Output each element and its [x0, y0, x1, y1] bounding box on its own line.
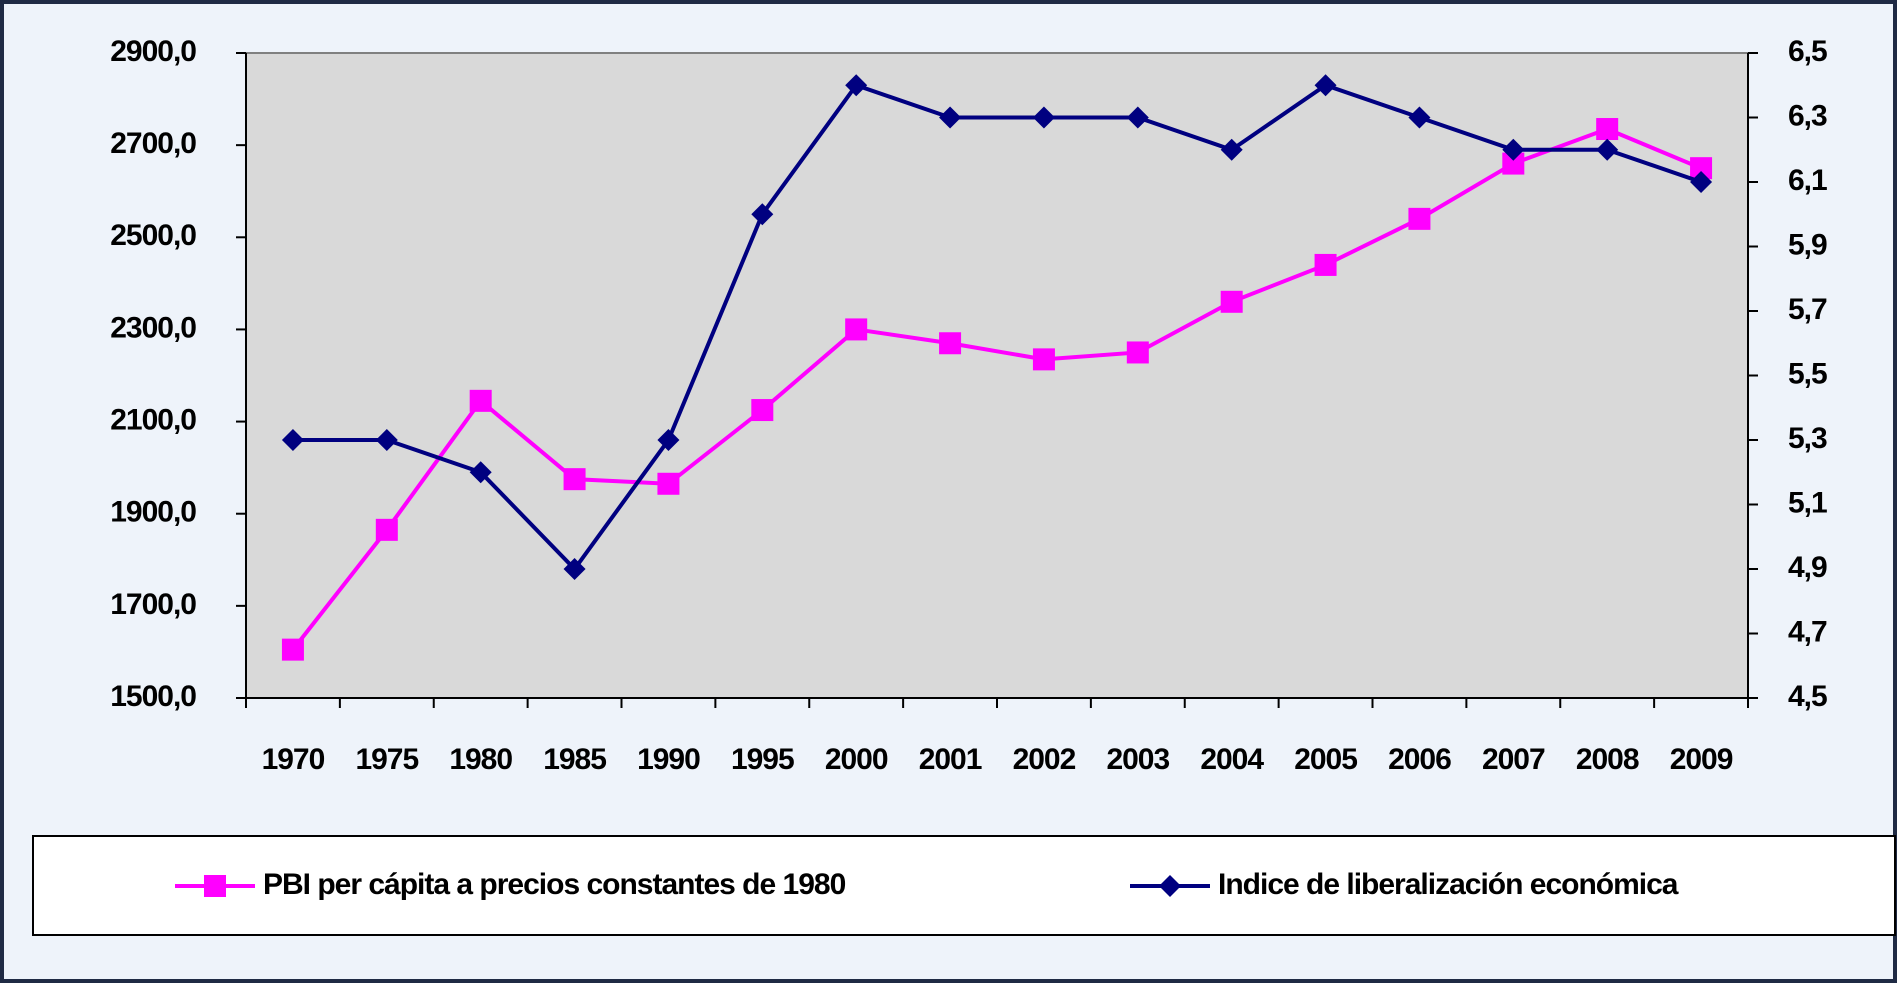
x-tick-label: 1980	[449, 743, 512, 776]
point	[657, 429, 680, 451]
y-tick-label: 1700,0	[110, 588, 196, 621]
y-tick-label: 1500,0	[110, 680, 196, 713]
point	[1032, 348, 1055, 371]
point	[845, 318, 868, 341]
point	[751, 399, 774, 422]
point	[1690, 157, 1713, 180]
legend-label: PBI per cápita a precios constantes de 1…	[263, 868, 846, 901]
legend-box	[32, 835, 1896, 936]
y2-tick-label: 5,1	[1788, 486, 1827, 519]
point	[375, 429, 398, 451]
x-tick-label: 2009	[1670, 743, 1733, 776]
point	[1032, 106, 1055, 129]
point	[1126, 341, 1149, 364]
y2-tick-label: 4,5	[1788, 680, 1827, 713]
x-tick-label: 1985	[543, 743, 606, 776]
point	[1596, 138, 1619, 161]
point	[939, 106, 962, 129]
series-line	[292, 82, 1702, 573]
series-line	[291, 126, 1702, 651]
y2-tick-label: 5,3	[1788, 422, 1827, 455]
point	[563, 558, 586, 580]
y2-tick-label: 4,7	[1788, 615, 1827, 648]
x-tick-label: 2004	[1200, 743, 1264, 776]
y2-tick-label: 6,3	[1788, 99, 1827, 132]
point	[1220, 138, 1243, 161]
point	[1314, 74, 1337, 97]
y2-tick-label: 5,9	[1788, 228, 1827, 261]
point	[1220, 290, 1243, 313]
point	[939, 332, 962, 355]
y2-tick-label: 5,5	[1788, 357, 1827, 390]
point	[1502, 138, 1525, 161]
x-tick-label: 1975	[355, 743, 418, 776]
x-tick-label: 2005	[1294, 743, 1357, 776]
y2-tick-label: 5,7	[1788, 293, 1827, 326]
point	[1502, 152, 1525, 175]
y2-tick-label: 6,5	[1788, 35, 1827, 68]
point	[1690, 171, 1713, 193]
x-tick-label: 2000	[825, 743, 888, 776]
x-tick-label: 1995	[731, 743, 794, 776]
point	[281, 638, 304, 661]
y-tick-label: 2900,0	[110, 35, 196, 68]
x-tick-label: 2003	[1106, 743, 1169, 776]
point	[1408, 207, 1431, 230]
legend-label: Indice de liberalización económica	[1218, 868, 1679, 901]
y-tick-label: 1900,0	[110, 496, 196, 529]
point	[1596, 118, 1619, 141]
x-tick-label: 2007	[1482, 743, 1545, 776]
point	[375, 518, 398, 541]
point	[563, 468, 586, 491]
legend-marker	[204, 875, 226, 897]
plot-area	[245, 52, 1749, 699]
x-tick-label: 2008	[1576, 743, 1639, 776]
point	[657, 472, 680, 495]
y-tick-label: 2700,0	[110, 127, 196, 160]
x-tick-label: 2006	[1388, 743, 1451, 776]
point	[1408, 106, 1431, 129]
legend-marker	[1159, 875, 1181, 897]
y2-tick-label: 4,9	[1788, 551, 1827, 584]
point	[1314, 253, 1337, 276]
point	[469, 389, 492, 412]
point	[469, 461, 492, 484]
y-tick-label: 2300,0	[110, 311, 196, 344]
point	[281, 429, 304, 451]
y-tick-label: 2100,0	[110, 403, 196, 436]
y-tick-label: 2500,0	[110, 219, 196, 252]
y2-tick-label: 6,1	[1788, 164, 1827, 197]
x-tick-label: 1990	[637, 743, 700, 776]
x-tick-label: 1970	[262, 743, 325, 776]
point	[845, 74, 868, 97]
point	[1126, 106, 1149, 129]
point	[751, 203, 774, 226]
x-tick-label: 2001	[919, 743, 982, 776]
x-tick-label: 2002	[1013, 743, 1076, 776]
